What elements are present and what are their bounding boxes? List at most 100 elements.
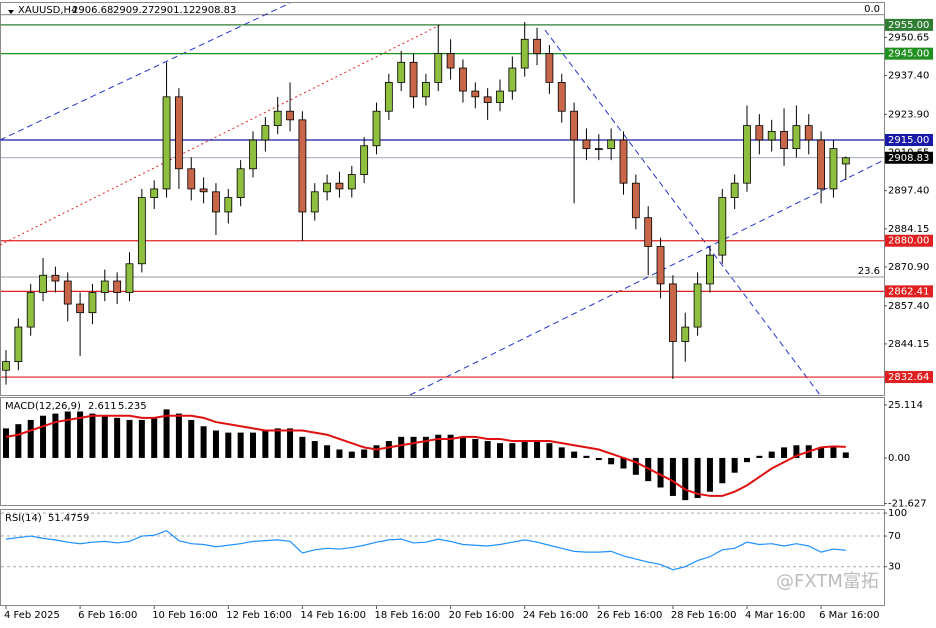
x-tick-label: 20 Feb 16:00 bbox=[449, 610, 515, 621]
macd-bar bbox=[311, 441, 318, 458]
candle-body bbox=[63, 280, 72, 305]
macd-bar bbox=[793, 445, 800, 458]
macd-bar bbox=[299, 436, 306, 458]
macd-bar bbox=[768, 451, 775, 458]
candle-body bbox=[656, 246, 665, 285]
rsi-pane bbox=[0, 509, 885, 606]
macd-bar bbox=[830, 447, 837, 458]
x-tick-label: 6 Feb 16:00 bbox=[78, 610, 137, 621]
candle-body bbox=[693, 283, 702, 328]
macd-bar bbox=[250, 432, 256, 458]
macd-value: 2.611 bbox=[88, 401, 117, 412]
macd-bar bbox=[52, 413, 59, 458]
candle-body bbox=[718, 197, 727, 256]
candle-body bbox=[804, 125, 813, 141]
candle-body bbox=[88, 292, 97, 314]
macd-bar bbox=[509, 443, 516, 458]
x-tick-label: 26 Feb 16:00 bbox=[597, 610, 663, 621]
candle-body bbox=[224, 197, 233, 213]
macd-bar bbox=[744, 457, 750, 463]
macd-bar bbox=[373, 445, 380, 458]
candle-body bbox=[743, 125, 751, 184]
trend-line bbox=[0, 2, 291, 141]
current-price-box bbox=[885, 151, 933, 164]
y-tick-label: -21.627 bbox=[888, 499, 927, 510]
macd-bar bbox=[188, 419, 195, 458]
menu-arrow bbox=[8, 10, 14, 14]
macd-title: MACD(12,26,9) bbox=[5, 401, 81, 412]
macd-signal-value: 5.235 bbox=[118, 401, 147, 412]
rsi-value: 51.4759 bbox=[48, 513, 89, 524]
level-box bbox=[885, 47, 933, 60]
macd-bar bbox=[706, 457, 713, 492]
candle-body bbox=[150, 188, 159, 198]
ohlc-low: 2901.12 bbox=[154, 5, 195, 16]
watermark: @FXTM富拓 bbox=[776, 571, 879, 592]
candle-body bbox=[286, 110, 294, 121]
candle-body bbox=[187, 168, 196, 190]
macd-bar bbox=[422, 436, 429, 458]
candle-body bbox=[360, 145, 369, 175]
candle-body bbox=[335, 182, 344, 190]
candle-body bbox=[174, 96, 183, 170]
candle-body bbox=[483, 96, 492, 103]
level-label: 2915.00 bbox=[888, 135, 929, 146]
candle-body bbox=[829, 148, 838, 190]
ohlc-high: 2909.27 bbox=[113, 5, 154, 16]
level-label: 2880.00 bbox=[888, 236, 929, 247]
y-tick-label: 2884.15 bbox=[888, 224, 929, 235]
candle-body bbox=[434, 53, 443, 83]
macd-bar bbox=[237, 432, 244, 458]
x-tick-label: 24 Feb 16:00 bbox=[523, 610, 589, 621]
fib-line bbox=[0, 24, 441, 246]
candle-body bbox=[76, 303, 84, 314]
x-tick-label: 18 Feb 16:00 bbox=[375, 610, 441, 621]
macd-bar bbox=[324, 445, 331, 458]
candle-body bbox=[780, 130, 788, 150]
macd-bar bbox=[101, 415, 108, 458]
fib-label: 0.0 bbox=[864, 4, 880, 15]
level-box bbox=[885, 133, 933, 146]
macd-bar bbox=[348, 451, 355, 458]
macd-bar bbox=[657, 457, 664, 488]
x-tick-label: 12 Feb 16:00 bbox=[226, 610, 292, 621]
level-box bbox=[885, 234, 933, 247]
candle-body bbox=[767, 130, 776, 141]
rsi-title: RSI(14) bbox=[5, 513, 42, 524]
macd-bar bbox=[842, 452, 849, 458]
candle-body bbox=[582, 139, 591, 150]
macd-bar bbox=[151, 417, 158, 458]
macd-bar bbox=[669, 457, 676, 496]
trend-line bbox=[409, 159, 885, 396]
macd-bar bbox=[595, 457, 602, 461]
ohlc-close: 2908.83 bbox=[195, 5, 236, 16]
candle-body bbox=[273, 110, 282, 127]
candle-body bbox=[397, 61, 406, 83]
candle-body bbox=[459, 67, 467, 92]
macd-bar bbox=[138, 419, 145, 458]
candle-body bbox=[508, 67, 517, 92]
candle-body bbox=[249, 139, 257, 170]
candle-body bbox=[841, 157, 850, 165]
macd-bar bbox=[781, 447, 788, 458]
level-box bbox=[885, 285, 933, 298]
level-label: 2945.00 bbox=[888, 49, 929, 60]
x-tick-label: 28 Feb 16:00 bbox=[671, 610, 737, 621]
candle-body bbox=[236, 168, 245, 198]
fib-label: 23.6 bbox=[858, 266, 880, 277]
candle-body bbox=[372, 110, 381, 147]
macd-bar bbox=[336, 449, 343, 458]
macd-signal-line bbox=[5, 414, 846, 497]
candle-body bbox=[755, 125, 764, 141]
macd-bar bbox=[694, 457, 701, 499]
y-tick-label: 2897.40 bbox=[888, 186, 929, 197]
candle-body bbox=[113, 280, 122, 293]
y-tick-label: 2950.65 bbox=[888, 32, 929, 43]
level-label: 2832.64 bbox=[888, 372, 929, 383]
candle-body bbox=[212, 191, 220, 213]
candle-body bbox=[644, 217, 653, 247]
y-tick-label: 2937.40 bbox=[888, 71, 929, 82]
macd-bar bbox=[620, 457, 627, 469]
